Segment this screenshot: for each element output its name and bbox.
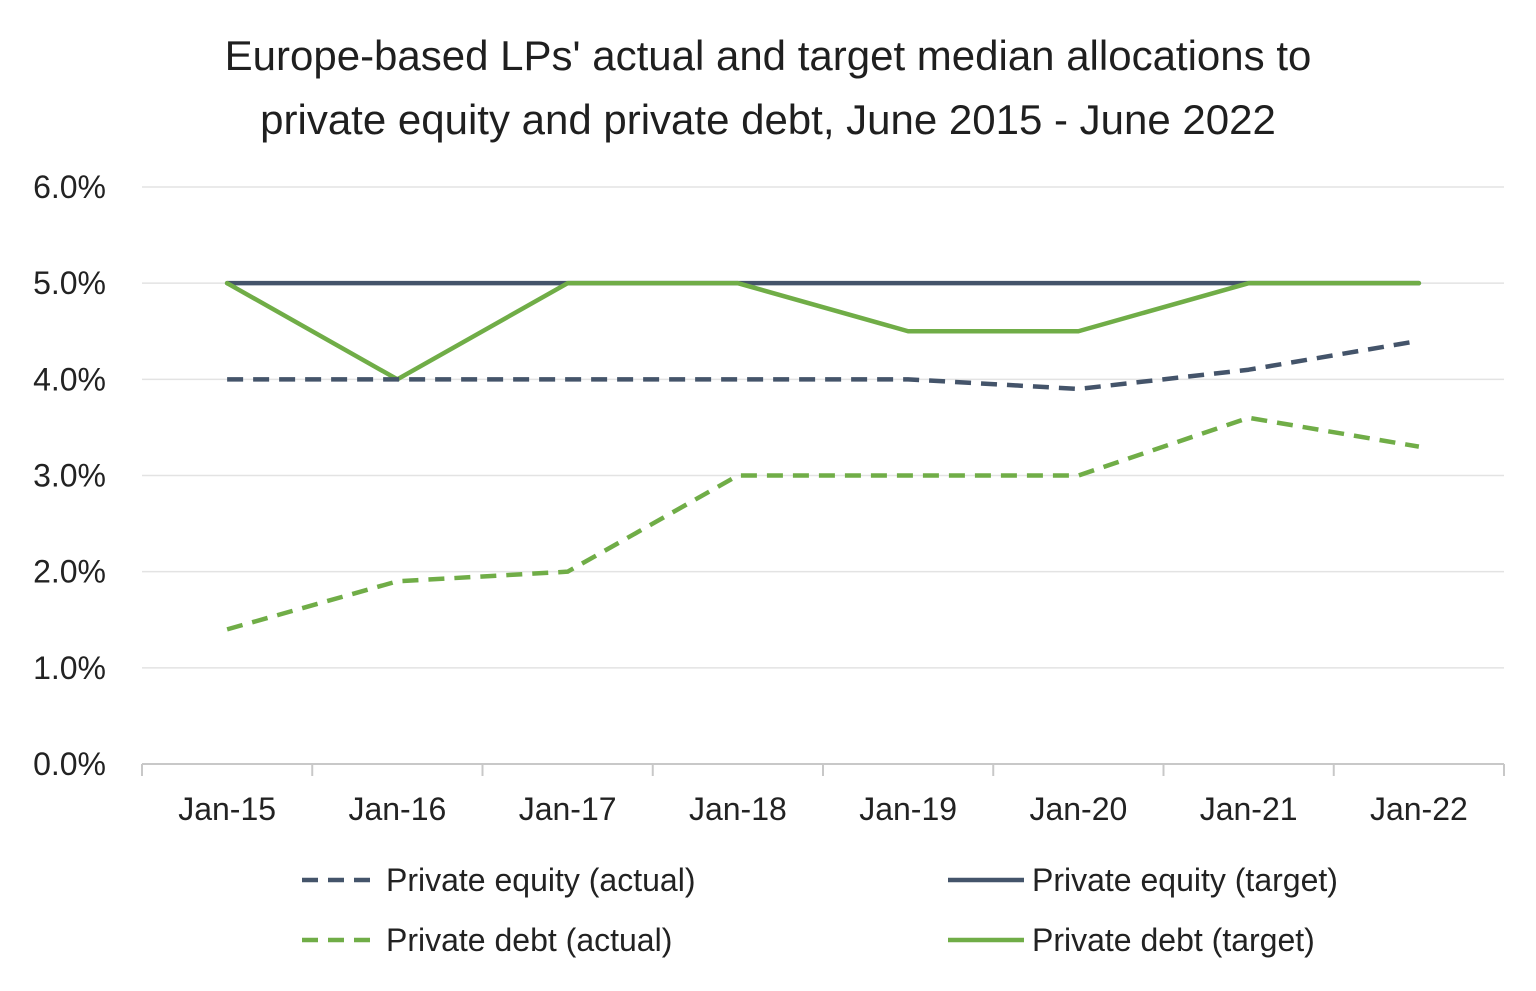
legend: Private equity (actual) Private equity (t… (302, 862, 1338, 958)
x-tick-label: Jan-17 (519, 791, 617, 827)
gridlines (142, 186, 1504, 669)
y-tick-label: 2.0% (33, 554, 106, 590)
series-lines (224, 280, 1422, 632)
legend-label: Private debt (actual) (386, 922, 672, 958)
x-tick-label: Jan-22 (1370, 791, 1468, 827)
x-axis-ticks: Jan-15 Jan-16 Jan-17 Jan-18 Jan-19 Jan-20 Jan-… (178, 791, 1468, 827)
series-line-private-equity-actual (227, 338, 1420, 392)
x-tick-label: Jan-15 (178, 791, 276, 827)
chart-title: Europe-based LPs' actual and target medi… (0, 24, 1536, 152)
legend-label: Private equity (target) (1032, 862, 1338, 898)
y-tick-label: 3.0% (33, 458, 106, 494)
chart-title-line-2: private equity and private debt, June 20… (260, 96, 1276, 143)
chart-title-line-1: Europe-based LPs' actual and target medi… (224, 32, 1312, 79)
legend-label: Private equity (actual) (386, 862, 695, 898)
y-axis-ticks: 0.0% 1.0% 2.0% 3.0% 4.0% 5.0% 6.0% (33, 169, 106, 782)
y-tick-label: 6.0% (33, 169, 106, 205)
legend-item: Private debt (target) (948, 922, 1315, 958)
x-tick-label: Jan-21 (1200, 791, 1298, 827)
y-tick-label: 5.0% (33, 265, 106, 301)
x-tick-label: Jan-16 (348, 791, 446, 827)
legend-label: Private debt (target) (1032, 922, 1315, 958)
x-axis (141, 763, 1505, 776)
y-tick-label: 0.0% (33, 746, 106, 782)
y-tick-label: 1.0% (33, 650, 106, 686)
series-line-private-debt-target (224, 280, 1422, 382)
legend-item: Private equity (actual) (302, 862, 695, 898)
x-tick-label: Jan-18 (689, 791, 787, 827)
y-tick-label: 4.0% (33, 361, 106, 397)
legend-item: Private equity (target) (948, 862, 1338, 898)
series-line-private-debt-actual (226, 415, 1420, 632)
x-tick-label: Jan-19 (859, 791, 957, 827)
x-tick-label: Jan-20 (1029, 791, 1127, 827)
legend-item: Private debt (actual) (302, 922, 672, 958)
